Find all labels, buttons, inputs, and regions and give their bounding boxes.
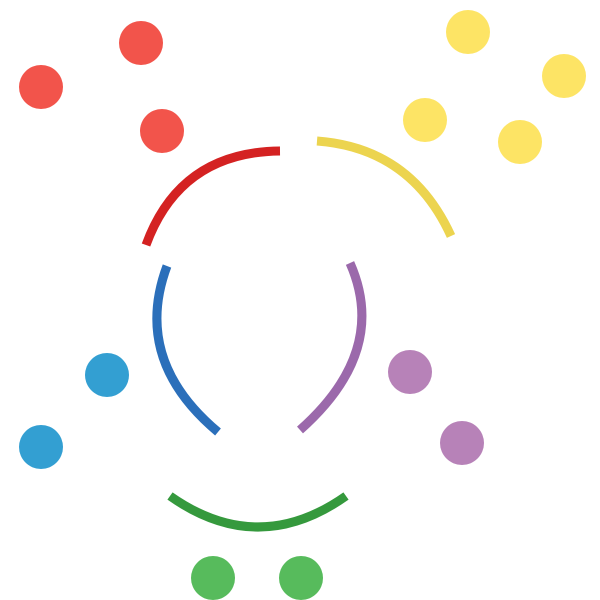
blue-arc bbox=[152, 264, 221, 436]
green-dot-1 bbox=[191, 556, 235, 600]
red-arc bbox=[141, 146, 281, 247]
red-dot-2 bbox=[19, 65, 63, 109]
yellow-arc bbox=[316, 136, 456, 238]
purple-arc bbox=[297, 261, 367, 434]
purple-dot-2 bbox=[440, 421, 484, 465]
dot-clusters bbox=[19, 10, 586, 600]
arc-ring bbox=[141, 136, 456, 532]
green-dot-2 bbox=[279, 556, 323, 600]
yellow-dot-1 bbox=[446, 10, 490, 54]
red-dot-1 bbox=[119, 21, 163, 65]
purple-dot-1 bbox=[388, 350, 432, 394]
green-arc bbox=[167, 492, 349, 532]
blue-dot-1 bbox=[85, 353, 129, 397]
yellow-dot-4 bbox=[498, 120, 542, 164]
yellow-dot-3 bbox=[403, 98, 447, 142]
yellow-dot-2 bbox=[542, 54, 586, 98]
red-dot-3 bbox=[140, 109, 184, 153]
blue-dot-2 bbox=[19, 425, 63, 469]
